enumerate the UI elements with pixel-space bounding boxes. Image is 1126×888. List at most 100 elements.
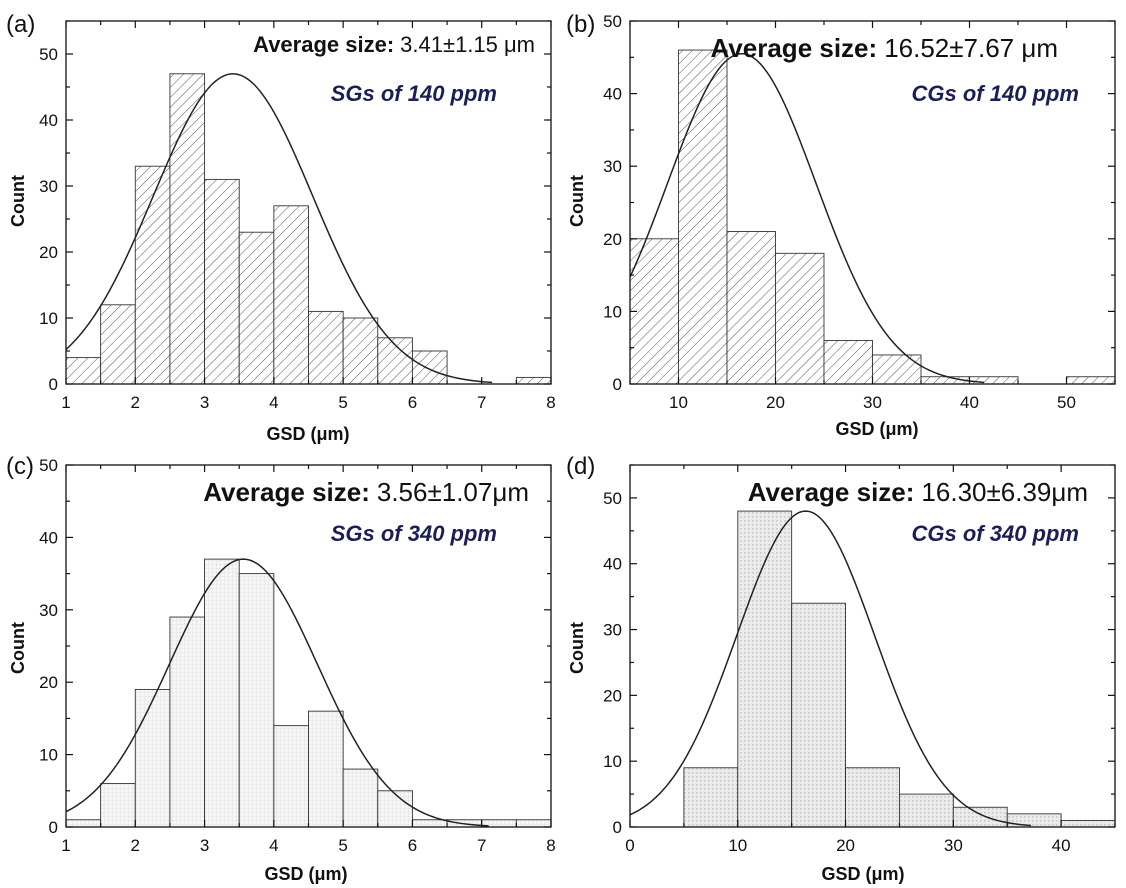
x-axis-title: GSD (μm) [264,864,347,884]
x-tick-label: 2 [131,836,140,855]
fit-curve [65,73,493,384]
average-size-prefix: Average size: [203,477,370,507]
bar [678,49,728,385]
x-axis-title: GSD (μm) [835,419,918,439]
x-tick-label: 4 [269,836,278,855]
fit-curve [65,558,489,827]
average-size-value: 16.52±7.67 μm [884,33,1058,63]
bar [872,354,922,385]
x-tick-label: 1 [61,836,70,855]
x-tick-label: 2 [131,393,140,412]
bar [683,767,739,828]
sample-label: CGs of 140 ppm [912,81,1079,106]
average-size-label: Average size: 16.52±7.67 μm [711,33,1059,63]
bar [65,357,102,385]
bar [791,602,847,828]
average-size-label: Average size: 3.56±1.07μm [203,477,529,507]
bar [411,819,448,828]
bar [845,767,900,828]
panel-label: (b) [566,11,595,38]
panel-label: (c) [6,453,34,480]
bar [1066,376,1116,385]
y-tick-label: 30 [603,621,622,640]
average-size-value: 3.41±1.15 μm [400,32,535,57]
y-tick-label: 30 [39,177,58,196]
bar [775,252,825,385]
bar [204,178,240,385]
sample-label: SGs of 140 ppm [331,81,497,106]
average-size-label: Average size: 16.30±6.39μm [748,477,1088,507]
bar [308,710,344,828]
x-tick-label: 50 [1057,393,1076,412]
average-size-prefix: Average size: [748,477,915,507]
bar [737,510,793,828]
y-tick-label: 50 [39,456,58,475]
bar [629,238,679,385]
bar [65,819,102,828]
y-tick-label: 20 [39,243,58,262]
y-axis-title: Count [567,175,587,227]
plot-frame [629,464,1116,828]
bar [1006,813,1062,828]
bar [411,350,448,385]
bar [898,793,954,828]
x-axis-title: GSD (μm) [266,424,349,444]
x-tick-label: 40 [960,393,979,412]
panel-c: (c) Count GSD (μm) 1 2 3 4 5 6 7 8 0 10 20 30 40 50 A… [6,453,556,884]
y-tick-label: 40 [39,111,58,130]
y-tick-label: 10 [39,746,58,765]
y-tick-label: 40 [603,85,622,104]
x-tick-label: 30 [863,393,882,412]
axes: 1 2 3 4 5 6 7 8 0 10 20 30 40 50 [39,456,556,855]
x-tick-label: 20 [766,393,785,412]
average-size-value: 3.56±1.07μm [377,477,529,507]
y-axis-title: Count [567,622,587,674]
x-tick-label: 7 [477,393,486,412]
y-tick-label: 0 [613,818,622,837]
bar [342,768,379,828]
bars [65,558,552,828]
y-tick-label: 30 [39,601,58,620]
x-tick-label: 10 [728,836,747,855]
average-size-label: Average size: 3.41±1.15 μm [253,32,535,57]
fit-curve-group [65,558,489,827]
y-tick-label: 50 [603,489,622,508]
bar [726,231,776,385]
average-size-prefix: Average size: [711,33,878,63]
x-tick-label: 3 [200,836,209,855]
bar [134,165,171,385]
y-axis-title: Count [8,175,28,227]
y-tick-label: 0 [49,375,58,394]
y-tick-label: 10 [39,309,58,328]
average-size-prefix: Average size: [253,32,394,57]
x-tick-label: 5 [338,393,347,412]
panel-b: (b) Count GSD (μm) 10 20 30 40 50 0 10 20 30 40 50… [566,11,1116,439]
x-tick-label: 0 [625,836,634,855]
bar [169,73,206,385]
x-tick-label: 10 [669,393,688,412]
x-tick-label: 8 [546,836,555,855]
sample-label: CGs of 340 ppm [912,521,1079,546]
x-tick-label: 6 [408,393,417,412]
panel-label: (a) [6,11,35,38]
y-tick-label: 40 [603,555,622,574]
y-tick-label: 50 [603,12,622,31]
x-tick-label: 8 [546,393,555,412]
y-tick-label: 0 [613,375,622,394]
bar [204,558,240,828]
average-size-value: 16.30±6.39μm [921,477,1088,507]
fit-curve [629,52,985,384]
bar [273,725,309,828]
bar [134,688,171,828]
fit-curve-group [65,73,493,384]
bar [823,339,873,385]
panel-label: (d) [566,453,595,480]
y-tick-label: 50 [39,45,58,64]
y-tick-label: 20 [603,230,622,249]
y-tick-label: 30 [603,157,622,176]
x-tick-label: 7 [477,836,486,855]
fit-curve-group [629,510,1031,827]
x-tick-label: 3 [200,393,209,412]
y-tick-label: 40 [39,528,58,547]
